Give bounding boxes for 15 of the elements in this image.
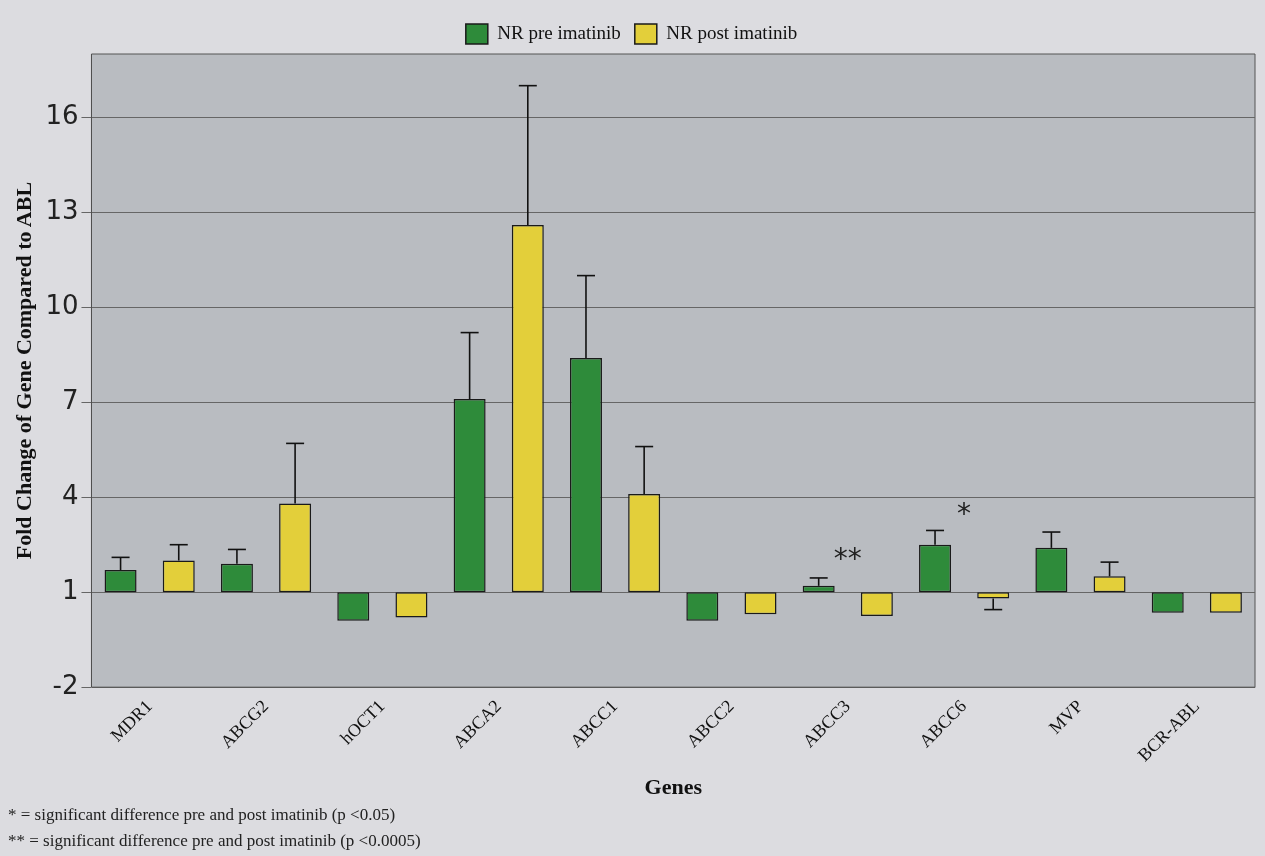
y-tick-label: -2 <box>52 669 79 700</box>
legend-label: NR post imatinib <box>666 21 798 43</box>
y-tick-label: 7 <box>61 384 79 415</box>
legend-label: NR pre imatinib <box>497 21 621 43</box>
y-tick-label: 4 <box>61 479 79 510</box>
y-tick-label: 16 <box>45 100 79 131</box>
y-tick-label: 1 <box>61 574 79 605</box>
y-tick-label: 10 <box>45 290 79 321</box>
y-axis-title: Fold Change of Gene Compared to ABL <box>10 181 36 560</box>
annotation: ** <box>833 541 862 575</box>
text: ** = significant difference pre and post imatinib (p <0.0005) <box>8 831 421 850</box>
y-tick-label: 13 <box>45 195 79 226</box>
text: * = significant difference pre and post imatinib (p <0.05) <box>8 805 396 824</box>
x-axis-title: Genes <box>644 774 703 800</box>
annotation: * <box>957 497 972 531</box>
